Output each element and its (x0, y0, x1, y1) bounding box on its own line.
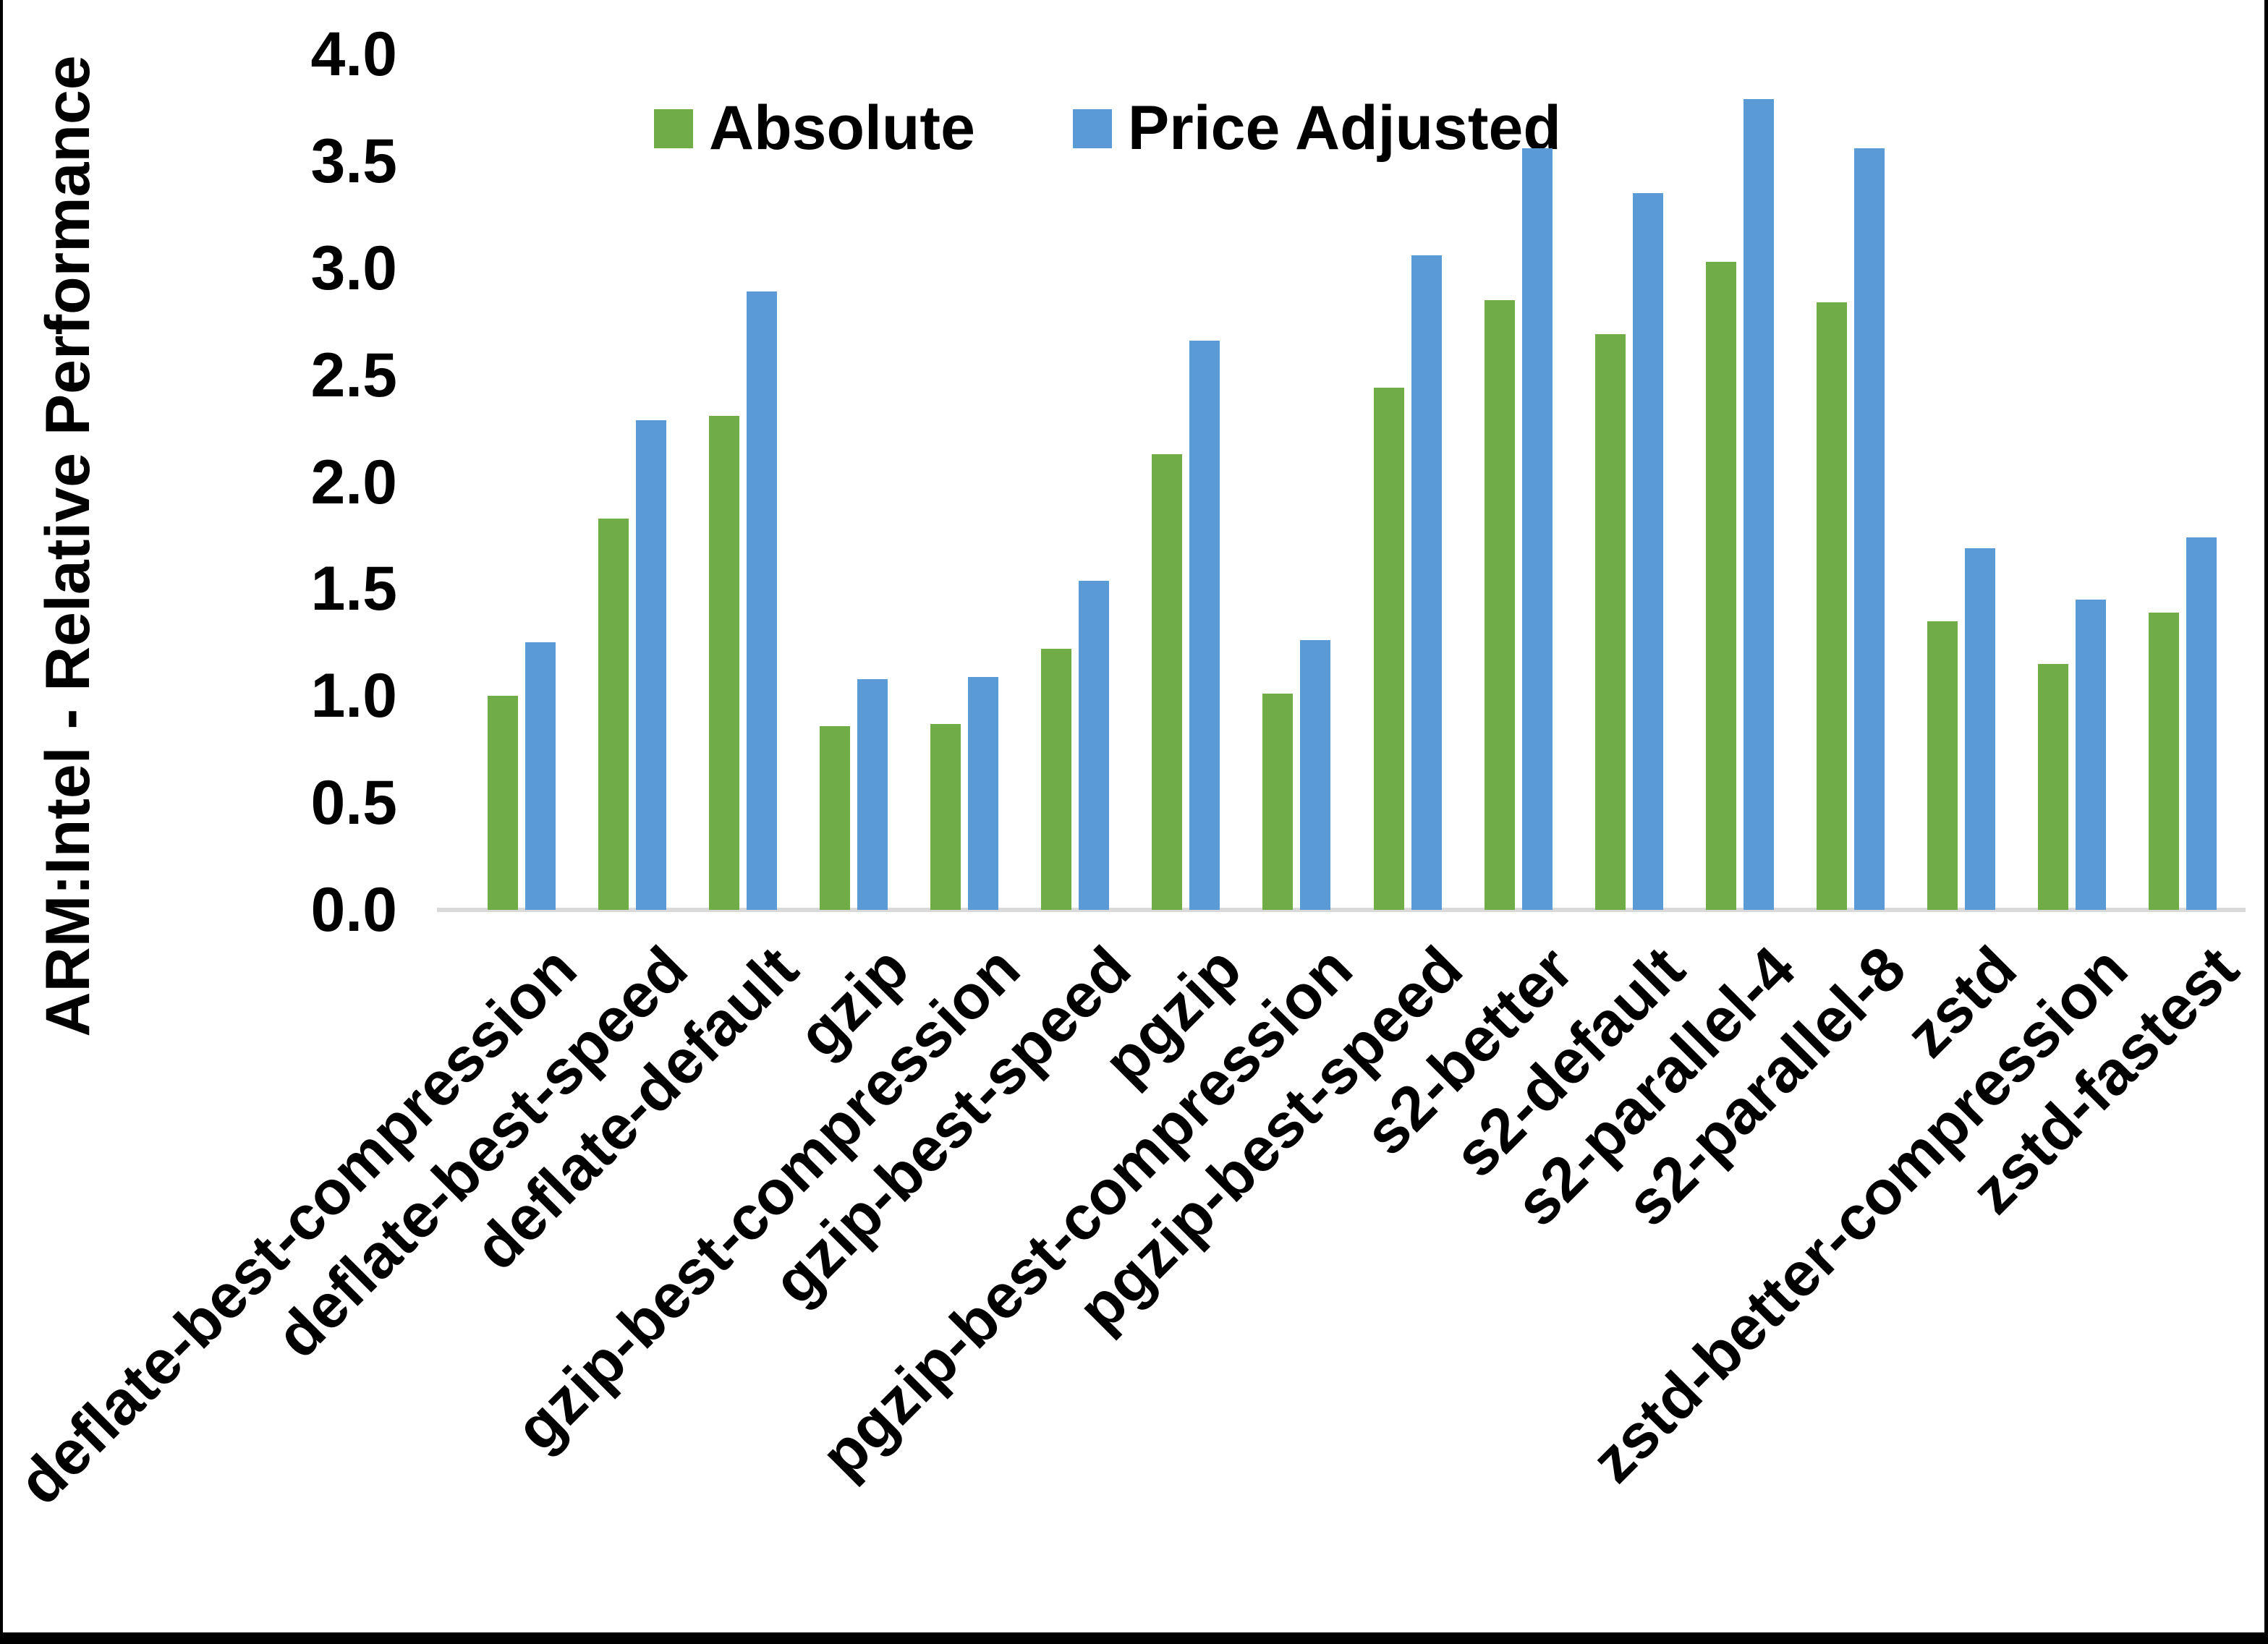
legend-swatch-absolute-icon (654, 108, 693, 148)
bar-price-adjusted (1411, 255, 1442, 910)
bar-absolute (2149, 612, 2180, 910)
bar-price-adjusted (968, 676, 999, 910)
bar-price-adjusted (1854, 148, 1885, 910)
bar-price-adjusted (1079, 580, 1110, 910)
bar-price-adjusted (1632, 193, 1663, 910)
legend-swatch-price-adjusted-icon (1072, 108, 1112, 148)
legend: Absolute Price Adjusted (654, 93, 1561, 164)
legend-item-price-adjusted: Price Adjusted (1072, 93, 1561, 164)
y-tick-label: 1.5 (310, 554, 397, 624)
legend-label-price-adjusted: Price Adjusted (1127, 93, 1561, 163)
y-axis-title: ARM:Intel - Relative Performance (33, 55, 103, 1037)
bar-price-adjusted (1300, 640, 1331, 910)
bar-absolute (1262, 694, 1294, 910)
y-tick-label: 3.0 (310, 233, 397, 303)
legend-item-absolute: Absolute (654, 93, 975, 164)
bar-price-adjusted (1189, 341, 1220, 910)
bar-absolute (1927, 621, 1958, 910)
y-tick-label: 3.5 (310, 126, 397, 196)
y-tick-label: 1.0 (310, 661, 397, 731)
bar-price-adjusted (857, 678, 888, 910)
bar-price-adjusted (2076, 600, 2107, 910)
bar-price-adjusted (746, 291, 777, 910)
bar-price-adjusted (1743, 99, 1774, 910)
bar-absolute (1484, 300, 1515, 910)
y-tick-label: 0.0 (310, 875, 397, 945)
y-tick-label: 2.5 (310, 340, 397, 410)
legend-label-absolute: Absolute (709, 93, 975, 163)
x-axis-line (437, 908, 2246, 912)
bar-price-adjusted (524, 642, 556, 910)
bar-price-adjusted (2186, 537, 2217, 910)
y-tick-label: 2.0 (310, 447, 397, 517)
bar-absolute (2038, 663, 2069, 910)
y-tick-label: 0.5 (310, 768, 397, 838)
bar-price-adjusted (1965, 548, 1996, 910)
bar-absolute (1594, 334, 1626, 910)
bar-absolute (487, 696, 518, 910)
bar-absolute (1152, 454, 1183, 910)
bar-absolute (819, 725, 850, 910)
bar-absolute (1041, 649, 1072, 910)
bar-absolute (1705, 261, 1736, 910)
y-tick-label: 4.0 (310, 20, 397, 89)
bar-absolute (598, 518, 629, 910)
bar-price-adjusted (635, 419, 666, 910)
bar-absolute (1373, 388, 1404, 910)
bar-absolute (708, 415, 739, 910)
bar-price-adjusted (1521, 148, 1553, 910)
bar-absolute (930, 723, 961, 910)
bar-absolute (1817, 302, 1848, 910)
